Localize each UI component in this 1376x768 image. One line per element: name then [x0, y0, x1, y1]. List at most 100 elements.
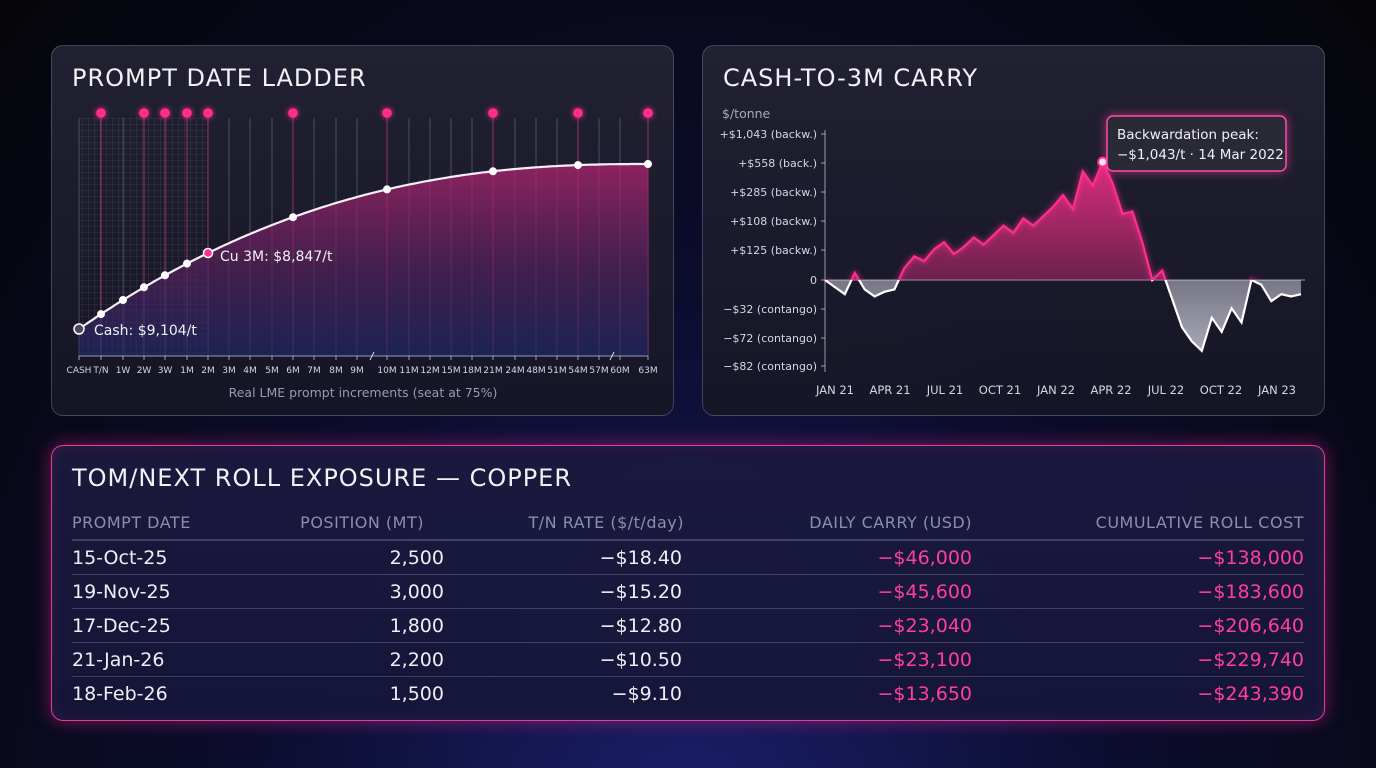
- y-tick-label: −$32 (contango): [723, 303, 817, 316]
- callout-line-2: −$1,043/t · 14 Mar 2022: [1117, 147, 1284, 163]
- x-tick-label: JUL 22: [1147, 383, 1185, 397]
- prompt-marker: [488, 108, 498, 118]
- prompt-marker: [160, 108, 170, 118]
- x-tick-label: 7M: [307, 366, 321, 376]
- x-tick-label: OCT 21: [979, 383, 1021, 397]
- x-tick-label: 21M: [483, 366, 502, 376]
- tn-rate-cell: −$18.40: [599, 547, 682, 569]
- prompt-marker: [382, 108, 392, 118]
- y-tick-label: +$558 (back.): [738, 157, 817, 170]
- tn-rate-cell: −$9.10: [611, 683, 682, 705]
- curve-point: [382, 185, 391, 194]
- prompt-marker: [573, 108, 583, 118]
- table-row: 21-Jan-26 2,200 −$10.50 −$23,100 −$229,7…: [72, 642, 1304, 676]
- carry-chart: $/tonne +$1,043 (backw.) +$558 (back.) +$2…: [720, 106, 1305, 397]
- y-tick-label: 0: [810, 274, 817, 287]
- x-tick-label: 9M: [350, 366, 364, 376]
- carry-unit-label: $/tonne: [722, 106, 771, 121]
- daily-carry-cell: −$45,600: [877, 581, 973, 603]
- table-row: 18-Feb-26 1,500 −$9.10 −$13,650 −$243,39…: [72, 676, 1304, 710]
- x-tick-label: 48M: [526, 366, 545, 376]
- y-tick-label: +$1,043 (backw.): [720, 128, 817, 141]
- daily-carry-cell: −$46,000: [877, 547, 973, 569]
- x-tick-label: CASH: [67, 366, 92, 376]
- x-tick-label: 57M: [589, 366, 608, 376]
- x-tick-label: 3M: [222, 366, 236, 376]
- cumulative-roll-cost-cell: −$229,740: [1197, 649, 1304, 671]
- contango-area: [825, 280, 1301, 351]
- x-tick-label: 2M: [201, 366, 215, 376]
- curve-point: [202, 247, 214, 259]
- prompt-date-ladder-panel: PROMPT DATE LADDER CASH T/N 1W 2W 3W 1M 2M 3M 4M…: [51, 45, 674, 416]
- callout-line-1: Backwardation peak:: [1117, 127, 1259, 143]
- table-row: 17-Dec-25 1,800 −$12.80 −$23,040 −$206,6…: [72, 608, 1304, 642]
- x-tick-label: OCT 22: [1200, 383, 1242, 397]
- x-tick-label: JAN 22: [1036, 383, 1075, 397]
- curve-point: [73, 323, 85, 335]
- curve-area: [79, 164, 648, 356]
- x-tick-label: 1M: [180, 366, 194, 376]
- forward-curve-line: [78, 162, 648, 330]
- curve-point: [97, 310, 106, 319]
- prompt-date-cell: 19-Nov-25: [72, 581, 171, 603]
- cumulative-roll-cost-cell: −$243,390: [1197, 683, 1304, 705]
- table-title: TOM/NEXT ROLL EXPOSURE — COPPER: [72, 464, 573, 492]
- axis-break: [609, 351, 615, 361]
- three-month-annotation: Cu 3M: $8,847/t: [220, 249, 333, 265]
- x-tick-label: 54M: [568, 366, 587, 376]
- daily-carry-cell: −$23,040: [877, 615, 973, 637]
- x-tick-label: 51M: [547, 366, 566, 376]
- curve-point: [288, 213, 297, 222]
- curve-point: [574, 161, 583, 170]
- table-row: 15-Oct-25 2,500 −$18.40 −$46,000 −$138,0…: [72, 540, 1304, 574]
- y-tick-label: −$82 (contango): [723, 360, 817, 373]
- x-tick-label: JAN 21: [815, 383, 854, 397]
- curve-point: [182, 259, 191, 268]
- prompt-date-cell: 17-Dec-25: [72, 615, 171, 637]
- position-cell: 2,200: [389, 649, 444, 671]
- y-tick-label: +$108 (backw.): [730, 215, 817, 228]
- ladder-title: PROMPT DATE LADDER: [72, 64, 367, 92]
- column-header: CUMULATIVE ROLL COST: [1095, 513, 1304, 532]
- carry-line-positive: [825, 159, 1254, 280]
- y-tick-label: +$285 (backw.): [730, 186, 817, 199]
- cash-annotation: Cash: $9,104/t: [94, 323, 197, 339]
- prompt-marker: [182, 108, 192, 118]
- x-tick-label: 63M: [638, 366, 657, 376]
- x-tick-label: T/N: [92, 366, 108, 376]
- x-tick-label: 4M: [243, 366, 257, 376]
- cash-to-3m-carry-panel: CASH-TO-3M CARRY $/tonne +$1,043 (backw.…: [702, 45, 1325, 416]
- x-tick-label: 15M: [441, 366, 460, 376]
- prompt-marker: [139, 108, 149, 118]
- x-tick-label: 24M: [505, 366, 524, 376]
- position-cell: 3,000: [389, 581, 444, 603]
- x-tick-label: JAN 23: [1257, 383, 1296, 397]
- x-tick-label: 1W: [116, 366, 131, 376]
- peak-marker: [1097, 156, 1109, 168]
- x-tick-label: 12M: [420, 366, 439, 376]
- column-header: T/N RATE ($/t/day): [528, 513, 684, 532]
- tn-rate-cell: −$12.80: [599, 615, 682, 637]
- axis-break: [369, 351, 375, 361]
- table-row: 19-Nov-25 3,000 −$15.20 −$45,600 −$183,6…: [72, 574, 1304, 608]
- table-header: PROMPT DATE POSITION (MT) T/N RATE ($/t/…: [72, 506, 1304, 540]
- position-cell: 1,800: [389, 615, 444, 637]
- carry-line-negative: [824, 280, 1302, 353]
- x-tick-label: 11M: [399, 366, 418, 376]
- x-tick-label: JUL 21: [926, 383, 964, 397]
- column-header: PROMPT DATE: [72, 513, 191, 532]
- ladder-chart: CASH T/N 1W 2W 3W 1M 2M 3M 4M 5M 6M 7M 8M 9M 10M 11M 12M…: [67, 108, 658, 400]
- prompt-date-cell: 18-Feb-26: [72, 683, 168, 705]
- x-tick-label: APR 21: [869, 383, 910, 397]
- x-tick-label: 10M: [377, 366, 396, 376]
- x-tick-label: 2W: [137, 366, 152, 376]
- prompt-marker: [288, 108, 298, 118]
- column-header: POSITION (MT): [300, 513, 424, 532]
- x-tick-label: 60M: [610, 366, 629, 376]
- curve-point: [140, 283, 149, 292]
- curve-point: [644, 160, 653, 169]
- y-tick-label: −$72 (contango): [723, 332, 817, 345]
- curve-point: [488, 167, 497, 176]
- backwardation-callout: Backwardation peak: −$1,043/t · 14 Mar 2…: [1106, 115, 1287, 172]
- cumulative-roll-cost-cell: −$206,640: [1197, 615, 1304, 637]
